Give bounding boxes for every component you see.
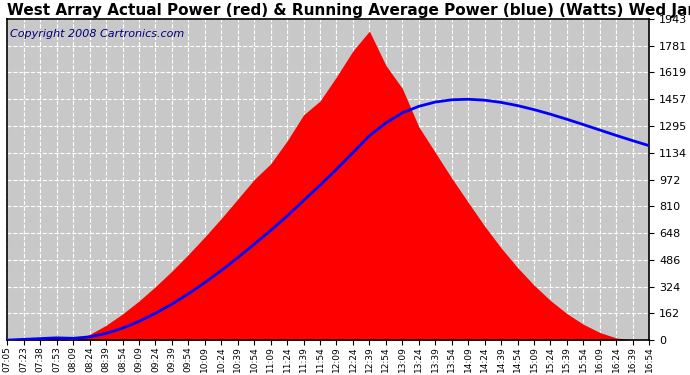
Text: West Array Actual Power (red) & Running Average Power (blue) (Watts) Wed Jan 30 : West Array Actual Power (red) & Running … bbox=[8, 3, 690, 18]
Text: Copyright 2008 Cartronics.com: Copyright 2008 Cartronics.com bbox=[10, 28, 185, 39]
